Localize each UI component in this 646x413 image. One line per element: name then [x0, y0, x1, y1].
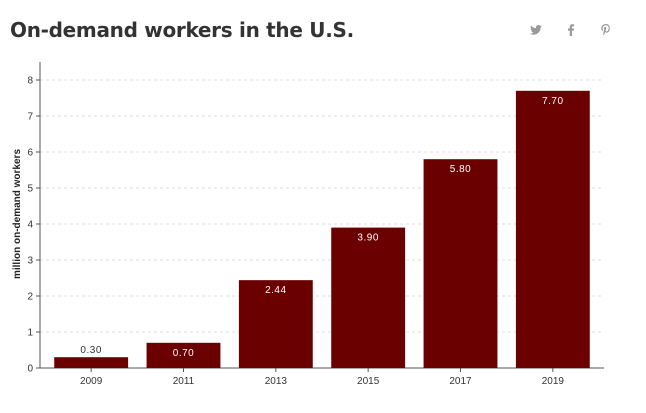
y-axis-label: million on-demand workers — [12, 149, 23, 279]
x-tick-label: 2009 — [80, 376, 103, 387]
y-tick-label: 3 — [27, 256, 33, 267]
y-tick-label: 6 — [27, 148, 33, 159]
y-tick-label: 4 — [27, 220, 33, 231]
twitter-icon[interactable] — [528, 22, 544, 38]
x-tick-label: 2015 — [357, 376, 380, 387]
bar-2017[interactable] — [423, 159, 498, 368]
facebook-icon[interactable] — [563, 22, 579, 38]
x-tick-label: 2019 — [542, 376, 565, 387]
data-label: 2.44 — [265, 285, 286, 296]
bar-2019[interactable] — [515, 90, 590, 369]
data-labels: 0.30 0.70 2.44 3.90 5.80 7.70 — [80, 96, 563, 359]
bar-2009[interactable] — [54, 357, 129, 368]
chart-title: On-demand workers in the U.S. — [10, 18, 354, 42]
y-tick-label: 7 — [27, 112, 33, 123]
y-tick-label: 8 — [27, 76, 33, 87]
y-tick-label: 2 — [27, 292, 33, 303]
y-tick-label: 0 — [27, 364, 33, 375]
data-label: 3.90 — [357, 233, 378, 244]
data-label: 0.70 — [173, 348, 194, 359]
data-label: 7.70 — [542, 96, 563, 107]
y-tick-label: 5 — [27, 184, 33, 195]
axes: 0 1 2 3 4 5 6 7 8 2009 2011 2013 2015 2017 2019 — [27, 62, 604, 387]
data-label: 0.30 — [80, 345, 101, 356]
bar-2011[interactable] — [146, 342, 221, 368]
x-tick-label: 2017 — [449, 376, 472, 387]
data-label: 5.80 — [450, 164, 471, 175]
pinterest-icon[interactable] — [598, 22, 614, 38]
x-tick-label: 2011 — [173, 376, 195, 387]
x-tick-label: 2013 — [265, 376, 288, 387]
bars — [54, 90, 590, 369]
bar-2015[interactable] — [331, 227, 406, 368]
gridlines — [40, 79, 604, 333]
y-tick-label: 1 — [27, 328, 33, 339]
bar-2013[interactable] — [238, 280, 313, 368]
